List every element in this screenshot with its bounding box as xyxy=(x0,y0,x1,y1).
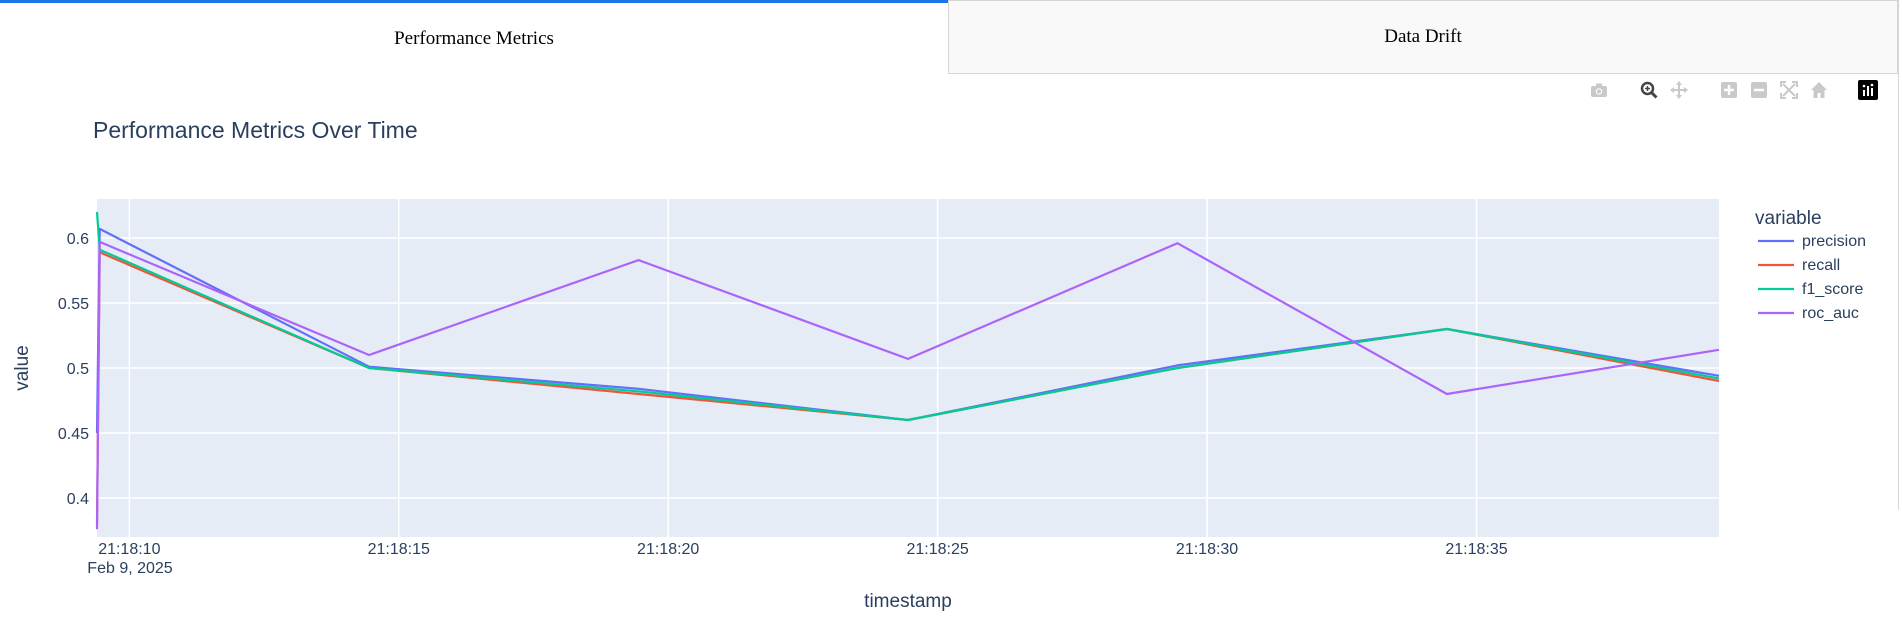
plotly-logo-icon[interactable] xyxy=(1858,80,1878,100)
y-axis-ticks: 0.4 0.45 0.5 0.55 0.6 xyxy=(58,231,89,508)
y-tick-label: 0.45 xyxy=(58,426,89,443)
zoom-icon[interactable] xyxy=(1638,79,1660,101)
tab-performance-metrics[interactable]: Performance Metrics xyxy=(0,0,948,74)
y-axis-label: value xyxy=(12,345,33,390)
legend-item-roc_auc[interactable]: roc_auc xyxy=(1802,305,1859,322)
x-axis-label: timestamp xyxy=(864,591,952,612)
x-tick-label: 21:18:30 xyxy=(1176,541,1238,558)
x-tick-label: 21:18:35 xyxy=(1445,541,1507,558)
y-tick-label: 0.4 xyxy=(67,491,89,508)
series-lines xyxy=(95,211,1720,530)
x-tick-label: 21:18:15 xyxy=(368,541,430,558)
y-tick-label: 0.6 xyxy=(67,231,89,248)
chart-title: Performance Metrics Over Time xyxy=(93,117,418,143)
reset-axes-icon[interactable] xyxy=(1808,79,1830,101)
x-tick-label: 21:18:10 xyxy=(98,541,160,558)
tab-data-drift[interactable]: Data Drift xyxy=(948,0,1898,74)
x-tick-label: 21:18:25 xyxy=(906,541,968,558)
x-date-label: Feb 9, 2025 xyxy=(87,560,173,577)
tab-bar: Performance Metrics Data Drift xyxy=(0,0,1902,76)
plot-modebar xyxy=(1588,78,1878,102)
zoom-in-icon[interactable] xyxy=(1718,79,1740,101)
camera-icon[interactable] xyxy=(1588,79,1610,101)
legend-item-f1_score[interactable]: f1_score xyxy=(1802,281,1863,298)
x-tick-label: 21:18:20 xyxy=(637,541,699,558)
y-tick-label: 0.5 xyxy=(67,361,89,378)
pan-icon[interactable] xyxy=(1668,79,1690,101)
y-tick-label: 0.55 xyxy=(58,296,89,313)
x-axis-ticks: 21:18:10 21:18:15 21:18:20 21:18:25 21:18:30… xyxy=(98,541,1508,558)
zoom-out-icon[interactable] xyxy=(1748,79,1770,101)
autoscale-icon[interactable] xyxy=(1778,79,1800,101)
legend-item-recall[interactable]: recall xyxy=(1802,257,1840,274)
series-line-f1_score[interactable] xyxy=(95,211,1720,422)
series-line-roc_auc[interactable] xyxy=(95,240,1720,530)
legend: variable precision recall f1_score roc_auc xyxy=(1755,208,1866,322)
panel-border xyxy=(1898,0,1899,510)
legend-item-precision[interactable]: precision xyxy=(1802,233,1866,250)
legend-title: variable xyxy=(1755,208,1822,229)
